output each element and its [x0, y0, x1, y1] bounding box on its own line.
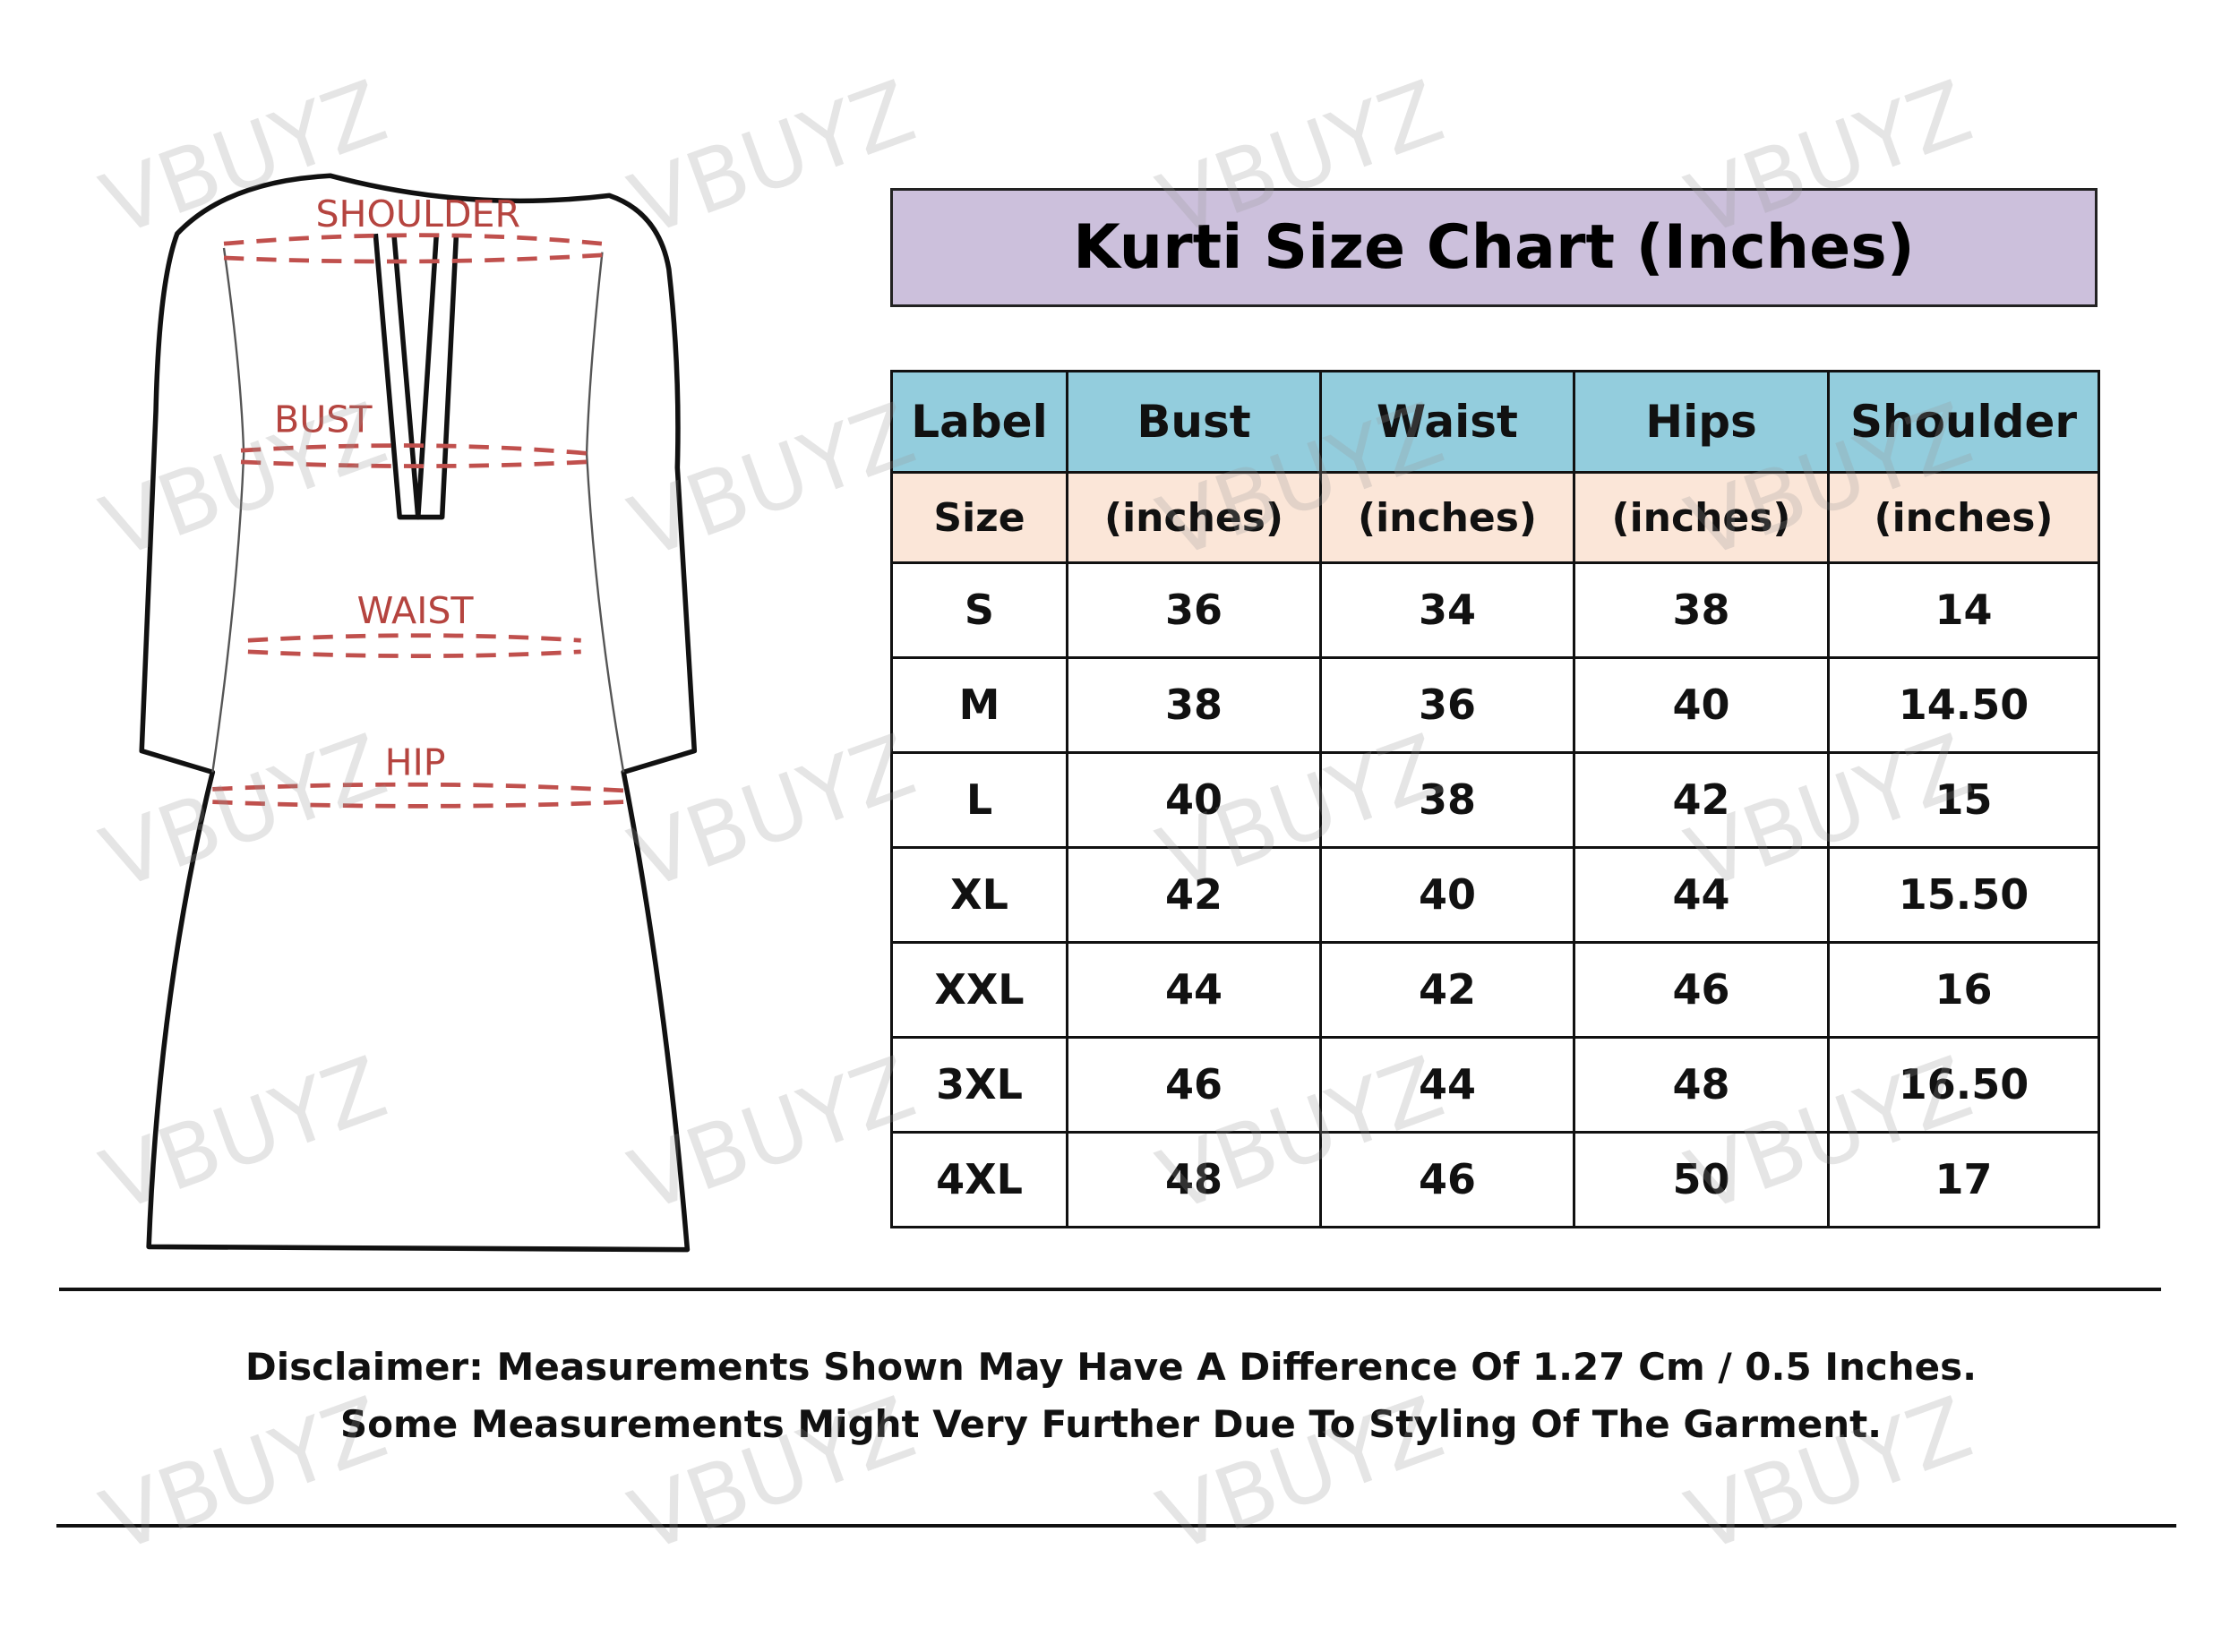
- subheader-unit: (inches): [1573, 471, 1830, 564]
- size-label-cell: 3XL: [890, 1035, 1068, 1134]
- divider-top: [59, 1288, 2161, 1291]
- measurement-cell: 14.50: [1827, 655, 2100, 754]
- subheader-unit: (inches): [1827, 471, 2100, 564]
- measurement-cell: 38: [1319, 750, 1575, 849]
- size-label-cell: M: [890, 655, 1068, 754]
- measurement-cell: 44: [1066, 940, 1322, 1039]
- subheader-unit: (inches): [1066, 471, 1322, 564]
- disclaimer-line-1: Disclaimer: Measurements Shown May Have …: [245, 1345, 1977, 1389]
- measurement-cell: 15: [1827, 750, 2100, 849]
- measurement-cell: 50: [1573, 1130, 1830, 1229]
- measurement-cell: 46: [1066, 1035, 1322, 1134]
- table-row: XL 42 40 44 15.50: [890, 845, 2100, 944]
- measurement-cell: 46: [1319, 1130, 1575, 1229]
- subheader-size: Size: [890, 471, 1068, 564]
- measurement-cell: 48: [1066, 1130, 1322, 1229]
- measurement-cell: 44: [1573, 845, 1830, 944]
- table-row: 3XL 46 44 48 16.50: [890, 1035, 2100, 1134]
- measurement-cell: 38: [1066, 655, 1322, 754]
- measurement-cell: 16.50: [1827, 1035, 2100, 1134]
- measurement-cell: 42: [1066, 845, 1322, 944]
- label-hip: HIP: [385, 741, 446, 784]
- header-label: Label: [890, 369, 1068, 475]
- measurement-cell: 34: [1319, 561, 1575, 659]
- disclaimer-line-2: Some Measurements Might Very Further Due…: [339, 1402, 1883, 1446]
- measurement-lines: [212, 233, 624, 809]
- size-label-cell: S: [890, 561, 1068, 659]
- chart-title: Kurti Size Chart (Inches): [890, 188, 2098, 307]
- table-row: S 36 34 38 14: [890, 561, 2100, 659]
- measurement-cell: 46: [1573, 940, 1830, 1039]
- size-label-cell: 4XL: [890, 1130, 1068, 1229]
- measurement-cell: 44: [1319, 1035, 1575, 1134]
- measurement-cell: 48: [1573, 1035, 1830, 1134]
- size-label-cell: XL: [890, 845, 1068, 944]
- subheader-unit: (inches): [1319, 471, 1575, 564]
- divider-bottom: [56, 1524, 2176, 1528]
- measurement-cell: 14: [1827, 561, 2100, 659]
- size-table: Label Bust Waist Hips Shoulder Size (inc…: [890, 369, 2100, 1229]
- measurement-cell: 17: [1827, 1130, 2100, 1229]
- measurement-cell: 15.50: [1827, 845, 2100, 944]
- measurement-cell: 40: [1066, 750, 1322, 849]
- measurement-cell: 42: [1319, 940, 1575, 1039]
- measurement-cell: 36: [1066, 561, 1322, 659]
- measurement-cell: 38: [1573, 561, 1830, 659]
- header-bust: Bust: [1066, 369, 1322, 475]
- table-row: M 38 36 40 14.50: [890, 655, 2100, 754]
- measurement-cell: 42: [1573, 750, 1830, 849]
- label-shoulder: SHOULDER: [315, 193, 520, 235]
- header-waist: Waist: [1319, 369, 1575, 475]
- table-row: 4XL 48 46 50 17: [890, 1130, 2100, 1229]
- header-hips: Hips: [1573, 369, 1830, 475]
- measurement-cell: 40: [1319, 845, 1575, 944]
- label-bust: BUST: [274, 398, 373, 441]
- size-label-cell: XXL: [890, 940, 1068, 1039]
- measurement-cell: 16: [1827, 940, 2100, 1039]
- label-waist: WAIST: [357, 589, 475, 632]
- header-shoulder: Shoulder: [1827, 369, 2100, 475]
- kurti-outline: [139, 173, 698, 1253]
- measurement-cell: 36: [1319, 655, 1575, 754]
- size-label-cell: L: [890, 750, 1068, 849]
- table-row: L 40 38 42 15: [890, 750, 2100, 849]
- table-row: XXL 44 42 46 16: [890, 940, 2100, 1039]
- measurement-cell: 40: [1573, 655, 1830, 754]
